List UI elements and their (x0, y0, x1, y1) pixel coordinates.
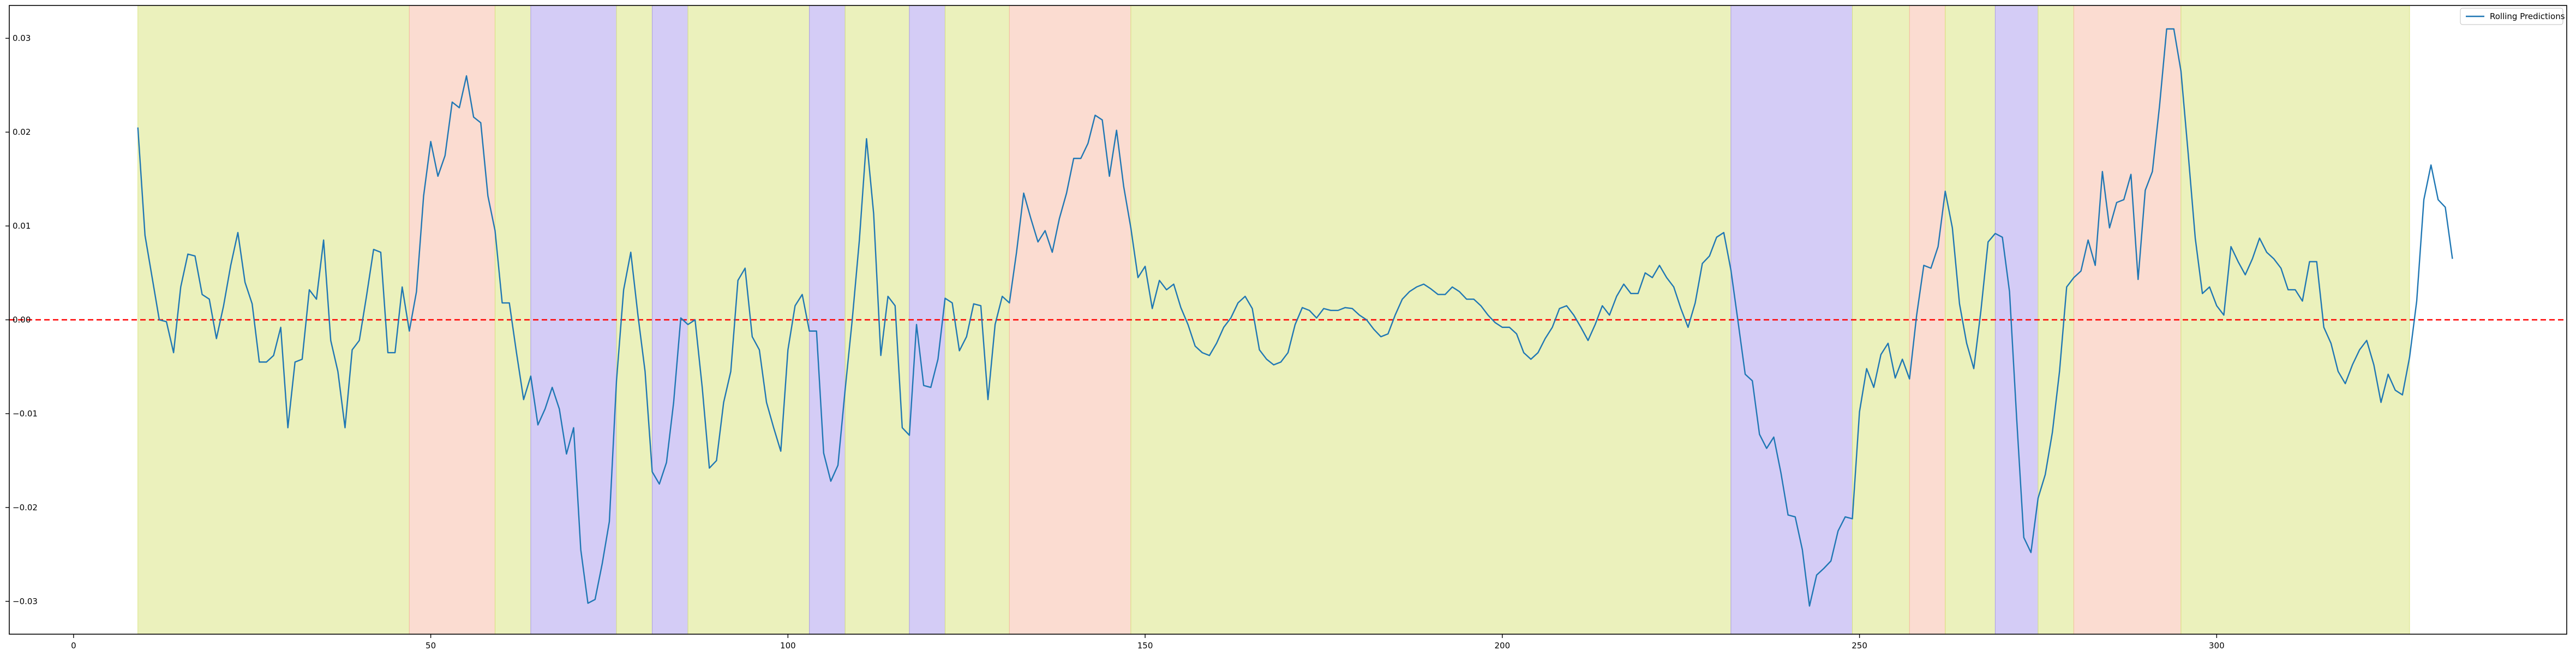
series-group (137, 28, 2453, 607)
legend: Rolling Predictions (2460, 8, 2565, 25)
x-tick-label: 50 (426, 641, 436, 651)
y-axis: −0.03 −0.02 −0.01 0.00 0.01 0.02 0.03 (5, 33, 38, 606)
y-tick-label: 0.01 (13, 221, 31, 231)
x-tick-label: 200 (1495, 641, 1511, 651)
x-tick-label: 300 (2209, 641, 2225, 651)
regime-band-green (1945, 5, 1996, 635)
series-line-rolling-predictions (137, 28, 2453, 607)
y-tick-label: −0.02 (13, 503, 38, 512)
y-tick-label: −0.01 (13, 409, 38, 419)
x-tick-label: 250 (1852, 641, 1867, 651)
y-tick-label: −0.03 (13, 597, 38, 606)
x-axis: 0 50 100 150 200 250 300 (71, 634, 2225, 651)
regime-bands (137, 5, 2410, 635)
x-tick-label: 150 (1137, 641, 1153, 651)
x-tick-label: 100 (780, 641, 796, 651)
y-tick-label: 0.02 (13, 127, 31, 137)
x-tick-label: 0 (71, 641, 76, 651)
y-tick-label: 0.03 (13, 33, 31, 43)
regime-band-green (1130, 5, 1732, 635)
y-tick-label: 0.00 (13, 315, 31, 325)
legend-label-rolling-predictions: Rolling Predictions (2490, 11, 2565, 21)
legend-box (2460, 8, 2563, 25)
